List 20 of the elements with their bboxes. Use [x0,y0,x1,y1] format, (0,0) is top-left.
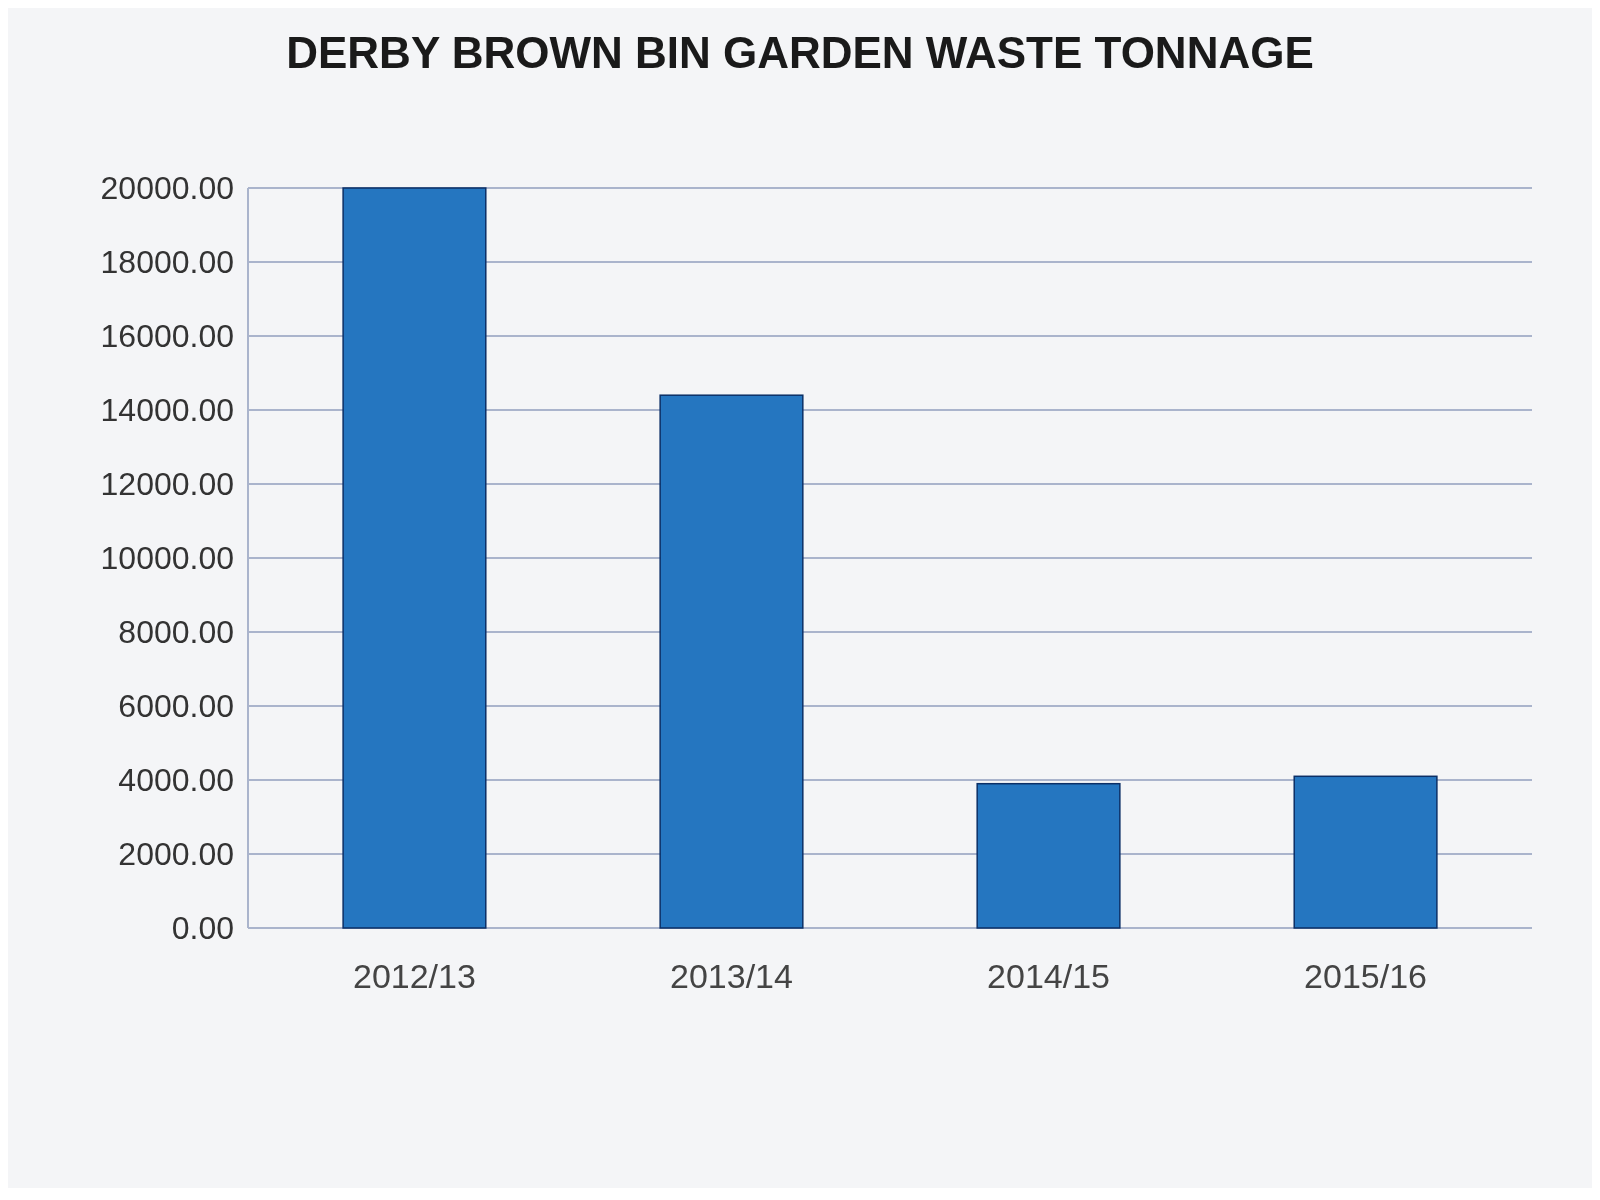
bar [659,394,804,929]
y-tick-label: 20000.00 [100,170,234,207]
x-tick-label: 2015/16 [1304,957,1428,995]
x-tick-label: 2012/13 [352,957,476,995]
x-tick-label: 2013/14 [670,957,793,995]
chart-title: DERBY BROWN BIN GARDEN WASTE TONNAGE [286,28,1314,77]
y-tick-label: 4000.00 [118,762,234,799]
bar [976,782,1121,929]
y-tick-label: 14000.00 [100,392,234,429]
y-tick-label: 8000.00 [118,614,234,651]
y-tick-label: 18000.00 [100,244,234,281]
x-tick-label: 2014/15 [987,957,1110,995]
y-tick-label: 0.00 [171,910,234,947]
bar [1293,775,1438,929]
y-tick-label: 12000.00 [100,466,234,503]
y-tick-label: 16000.00 [100,318,234,355]
bar [342,187,487,929]
y-tick-label: 6000.00 [118,688,234,725]
y-tick-label: 2000.00 [118,836,234,873]
y-tick-label: 10000.00 [100,540,234,577]
